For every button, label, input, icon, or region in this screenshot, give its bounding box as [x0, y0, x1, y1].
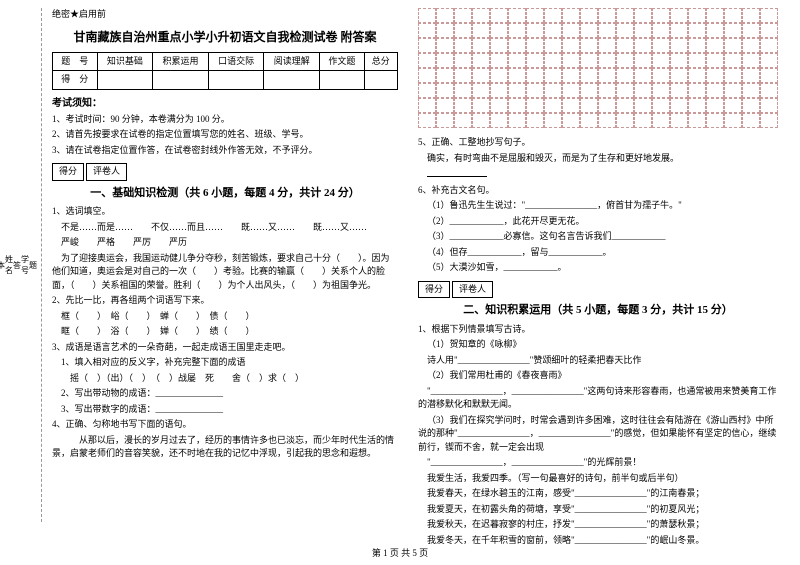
td — [208, 71, 264, 90]
q2-head: 2、先比一比，再各组两个词语写下来。 — [52, 294, 398, 308]
q5-line: 确实，有时弯曲不是屈服和毁灭，而是为了生存和更好地发展。 — [418, 152, 778, 166]
grader-box: 评卷人 — [86, 163, 127, 181]
q21-line: "________________，________________"这两句诗来… — [418, 385, 778, 412]
q3-line: 1、填入相对应的反义字，补充完整下面的成语 — [52, 356, 398, 370]
q3-line: 3、写出带数字的成语：_______________ — [52, 403, 398, 417]
q2-line: 框（ ） 峪（ ） 蝉（ ） 债（ ） — [52, 310, 398, 324]
td — [97, 71, 153, 90]
binding-margin: 题 学号 答 姓名 本 班级 内 学校 线 封 密 乡镇（街道） — [12, 8, 42, 522]
q5-head: 5、正确、工整地抄写句子。 — [418, 136, 778, 150]
q6-line: （5）大漠沙如雪，____________。 — [418, 261, 778, 275]
binding-label: 学号 — [21, 254, 29, 276]
td — [364, 71, 397, 90]
section-score-head: 得分 评卷人 — [418, 281, 778, 299]
q1-line: 为了迎接奥运会，我国运动健儿争分夺秒，刻苦锻炼，要求自己十分（ ）。因为他们知道… — [52, 252, 398, 293]
cut-label: 答 — [13, 260, 21, 271]
q21-line: （1）贺知章的《咏柳》 — [418, 338, 778, 352]
q21-head: 1、根据下列情景填写古诗。 — [418, 323, 778, 337]
td — [320, 71, 365, 90]
q2-line: 眶（ ） 浴（ ） 婵（ ） 绩（ ） — [52, 325, 398, 339]
cut-label: 题 — [29, 260, 37, 271]
q21-line: 我爱秋天，在迟暮寂寥的村庄，抒发"________________"的萧瑟秋景； — [418, 518, 778, 532]
td — [153, 71, 209, 90]
td — [264, 71, 320, 90]
q6-line: （2）____________，此花开尽更无花。 — [418, 215, 778, 229]
notice-item: 3、请在试卷指定位置作答，在试卷密封线外作答无效，不予评分。 — [52, 144, 398, 158]
page-footer: 第 1 页 共 5 页 — [0, 546, 800, 559]
q1-line: 严峻 严格 严厉 严历 — [52, 236, 398, 250]
section-score-head: 得分 评卷人 — [52, 163, 398, 181]
th: 阅读理解 — [264, 52, 320, 71]
q1-head: 1、选词填空。 — [52, 205, 398, 219]
th: 积累运用 — [153, 52, 209, 71]
score-table: 题 号 知识基础 积累运用 口语交际 阅读理解 作文题 总分 得 分 — [52, 52, 398, 90]
q4-line: 从那以后，漫长的岁月过去了，经历的事情许多也已淡忘，而少年时代生活的情景，启蒙老… — [52, 434, 398, 461]
section1-title: 一、基础知识检测（共 6 小题，每题 4 分，共计 24 分） — [52, 185, 398, 202]
notice-item: 2、请首先按要求在试卷的指定位置填写您的姓名、班级、学号。 — [52, 128, 398, 142]
q21-line: 诗人用"________________"赞颂细叶的轻柔把春天比作 — [418, 354, 778, 368]
q21-line: （3）我们在探究学问时，时常会遇到许多困难，这时往往会有陆游在《游山西村》中所说… — [418, 414, 778, 455]
secret-label: 绝密★启用前 — [52, 8, 398, 22]
notice-block: 1、考试时间：90 分钟，本卷满分为 100 分。 2、请首先按要求在试卷的指定… — [52, 113, 398, 158]
q3-line: 摇（ ）（出）（ ） （ ）战屡 死 舍（ ）求（ ） — [52, 372, 398, 386]
q21-line: "________________，________________"的光辉前景… — [418, 456, 778, 470]
th: 作文题 — [320, 52, 365, 71]
q6-line: （4）但存____________，留与____________。 — [418, 246, 778, 260]
q6-line: （1）鲁迅先生生说过："________________，俯首甘为孺子牛。" — [418, 199, 778, 213]
notice-heading: 考试须知： — [52, 96, 398, 111]
notice-item: 1、考试时间：90 分钟，本卷满分为 100 分。 — [52, 113, 398, 127]
left-column: 绝密★启用前 甘南藏族自治州重点小学小升初语文自我检测试卷 附答案 题 号 知识… — [42, 8, 408, 522]
td: 得 分 — [53, 71, 98, 90]
th: 题 号 — [53, 52, 98, 71]
q21-line: 我爱春天，在绿水碧玉的江南，感受"________________"的江南春景； — [418, 487, 778, 501]
q1-line: 不是……而是…… 不仅……而且…… 既……又…… 既……又…… — [52, 221, 398, 235]
grader-box: 评卷人 — [452, 281, 493, 299]
th: 知识基础 — [97, 52, 153, 71]
q21-line: （2）我们常用杜甫的《春夜喜雨》 — [418, 369, 778, 383]
binding-label: 姓名 — [5, 254, 13, 276]
section2-title: 二、知识积累运用（共 5 小题，每题 3 分，共计 15 分） — [418, 302, 778, 319]
exam-title: 甘南藏族自治州重点小学小升初语文自我检测试卷 附答案 — [52, 28, 398, 46]
q6-head: 6、补充古文名句。 — [418, 184, 778, 198]
q21-line: 我爱生活，我爱四季。（写一句最喜好的诗句，前半句或后半句） — [418, 472, 778, 486]
q4-head: 4、正确、匀称地书写下面的语句。 — [52, 418, 398, 432]
q6-line: （3）____________必寡信。这句名言告诉我们____________ — [418, 230, 778, 244]
th: 总分 — [364, 52, 397, 71]
score-box: 得分 — [418, 281, 450, 299]
q3-head: 3、成语是语言艺术的一朵奇葩，一起走成语王国里走走吧。 — [52, 341, 398, 355]
cut-label: 本 — [0, 260, 5, 271]
writing-grid — [418, 8, 778, 128]
th: 口语交际 — [208, 52, 264, 71]
q21-line: 我爱夏天，在初露头角的荷塘，享受"________________"的初夏风光； — [418, 503, 778, 517]
underline — [427, 167, 487, 177]
right-column: 5、正确、工整地抄写句子。 确实，有时弯曲不是屈服和毁灭，而是为了生存和更好地发… — [408, 8, 788, 522]
q21-line: 我爱冬天，在千年积雪的窗前，领略"________________"的岷山冬景。 — [418, 534, 778, 548]
q3-line: 2、写出带动物的成语：_______________ — [52, 387, 398, 401]
score-box: 得分 — [52, 163, 84, 181]
